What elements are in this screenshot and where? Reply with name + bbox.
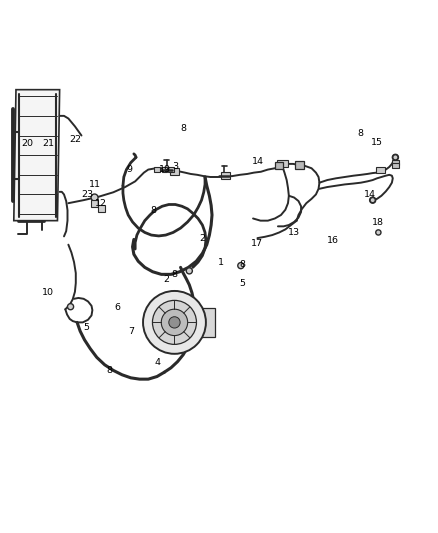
Text: 12: 12 xyxy=(95,199,107,208)
Circle shape xyxy=(393,155,398,160)
Text: 7: 7 xyxy=(128,327,134,336)
Text: 23: 23 xyxy=(81,190,93,199)
Bar xyxy=(170,168,179,175)
Text: 4: 4 xyxy=(155,358,161,367)
Text: 8: 8 xyxy=(180,125,186,133)
Circle shape xyxy=(161,309,187,336)
Circle shape xyxy=(169,317,180,328)
Text: 13: 13 xyxy=(288,228,300,237)
Polygon shape xyxy=(14,90,60,221)
Bar xyxy=(98,205,105,212)
Text: 9: 9 xyxy=(127,165,132,174)
Text: 1: 1 xyxy=(218,257,224,266)
Bar xyxy=(376,166,385,173)
Text: 18: 18 xyxy=(372,219,385,228)
Circle shape xyxy=(376,230,381,235)
Text: 20: 20 xyxy=(21,139,33,148)
Bar xyxy=(154,167,159,172)
Text: 16: 16 xyxy=(326,236,339,245)
Circle shape xyxy=(143,291,206,354)
Text: 11: 11 xyxy=(88,180,101,189)
Bar xyxy=(392,163,399,168)
Bar xyxy=(295,161,304,169)
Circle shape xyxy=(91,194,98,201)
Bar xyxy=(276,161,283,169)
Bar xyxy=(392,160,399,165)
Bar xyxy=(91,200,98,207)
Bar xyxy=(162,167,167,172)
Bar xyxy=(277,160,288,167)
Text: 5: 5 xyxy=(83,323,89,332)
Text: 22: 22 xyxy=(69,134,81,143)
Text: 8: 8 xyxy=(151,206,156,215)
Bar xyxy=(187,308,215,336)
Text: 6: 6 xyxy=(115,303,121,312)
Bar xyxy=(168,167,173,172)
Circle shape xyxy=(370,197,376,203)
Text: 3: 3 xyxy=(172,161,178,171)
Bar xyxy=(221,172,230,179)
Circle shape xyxy=(238,263,244,269)
Text: 8: 8 xyxy=(106,366,112,375)
Text: 8: 8 xyxy=(239,260,245,269)
Text: 10: 10 xyxy=(42,288,54,297)
Text: 5: 5 xyxy=(239,279,245,288)
Text: 2: 2 xyxy=(164,275,170,284)
Circle shape xyxy=(186,268,192,274)
Text: 8: 8 xyxy=(171,270,177,279)
Text: 15: 15 xyxy=(371,138,383,147)
Text: 21: 21 xyxy=(42,139,54,148)
Text: 8: 8 xyxy=(357,129,363,138)
Circle shape xyxy=(67,304,74,310)
Circle shape xyxy=(392,154,399,160)
Text: 14: 14 xyxy=(364,190,376,199)
Text: 17: 17 xyxy=(251,239,263,248)
Text: 19: 19 xyxy=(159,165,170,174)
Text: 2: 2 xyxy=(199,233,205,243)
Circle shape xyxy=(370,198,375,203)
Text: 14: 14 xyxy=(252,157,264,166)
Circle shape xyxy=(152,301,197,344)
